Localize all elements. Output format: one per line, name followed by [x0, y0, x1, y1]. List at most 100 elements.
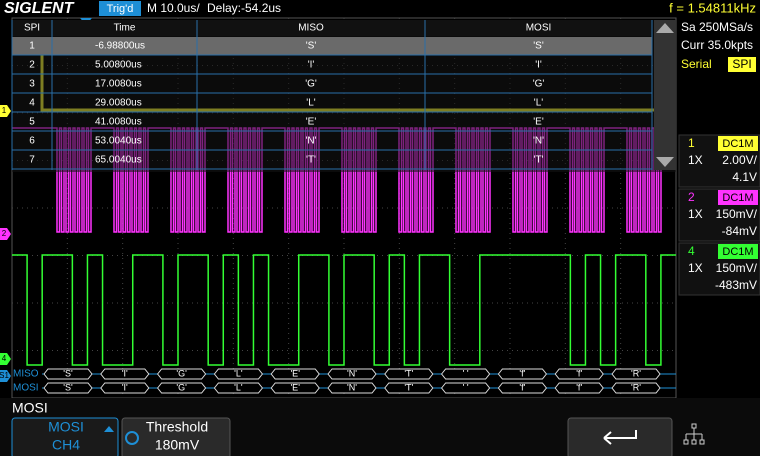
- bus-packet: [270, 368, 320, 380]
- coupling: DC1M: [722, 246, 753, 258]
- source-button[interactable]: [11, 417, 119, 456]
- bus-value: 'E': [290, 382, 300, 392]
- offset: 4.1V: [732, 170, 757, 184]
- cell: 2: [29, 60, 35, 71]
- bus-packet: [497, 368, 548, 380]
- timebase: M 10.0us/: [147, 1, 200, 15]
- bus-packet: [100, 382, 150, 394]
- coupling-box: [718, 190, 758, 205]
- decode-bus: MISO 'S' 'I' 'G' 'L' 'E' 'N' 'T' ' ' 'f' 'f' 'R' MOS…: [13, 368, 676, 394]
- cell: 5.00800us: [95, 60, 142, 71]
- cell: 1: [29, 41, 35, 52]
- bus-value: 'E': [290, 368, 300, 378]
- memory-depth: Curr 35.0kpts: [681, 38, 753, 52]
- column-header: MISO: [298, 23, 324, 34]
- cell: 'L': [534, 98, 543, 109]
- coupling: DC1M: [722, 192, 753, 204]
- bus-packet: [554, 368, 604, 380]
- source-button-line[interactable]: CH4: [52, 437, 80, 453]
- cell: 4: [29, 98, 35, 109]
- cell: 'S': [533, 41, 544, 52]
- trigger-box: [99, 1, 141, 16]
- cell: 'N': [533, 136, 544, 147]
- coupling-box: [718, 244, 758, 259]
- threshold-line[interactable]: Threshold: [146, 419, 208, 435]
- channel-number: 4: [688, 244, 695, 258]
- bus-value: 'f': [519, 368, 525, 378]
- bus-packet: [384, 368, 434, 380]
- bus-value: 'I': [122, 368, 128, 378]
- probe: 1X: [688, 153, 703, 167]
- bus-packet: [213, 368, 264, 380]
- bus-packet: [611, 368, 661, 380]
- decode-table: SPI Time MISO MOSI 1 -6.98800us 'S' 'S' 2 5.00800…: [11, 20, 676, 172]
- cell: 'I': [535, 60, 542, 71]
- marker-label: S1: [0, 371, 9, 380]
- marker-label: 1: [2, 106, 7, 115]
- bus-packet: [100, 368, 150, 380]
- marker-tag: [0, 105, 11, 117]
- scroll-down: [656, 157, 674, 167]
- cell: 7: [29, 155, 35, 166]
- bus-packet: [327, 382, 377, 394]
- offset: -483mV: [715, 278, 757, 292]
- threshold-line[interactable]: 180mV: [155, 437, 200, 453]
- bus-packet: [156, 368, 207, 380]
- scale: 150mV/: [716, 261, 758, 275]
- marker-label: 2: [2, 229, 7, 238]
- cell: 'G': [305, 79, 317, 90]
- up-arrow: [104, 426, 114, 432]
- bus-value: ' ': [463, 368, 469, 378]
- marker-tag: [0, 228, 11, 240]
- bus-packet: [440, 368, 491, 380]
- mode-label: MOSI: [12, 400, 48, 416]
- bus-value: 'S': [63, 368, 73, 378]
- bus-packet: [43, 368, 93, 380]
- coupling: DC1M: [722, 138, 753, 150]
- bus-label: MOSI: [13, 383, 39, 394]
- cell: 53.0040us: [95, 136, 142, 147]
- bus-value: 'L': [234, 382, 243, 392]
- bus-value: 'f': [576, 382, 582, 392]
- side-panel: Sa 250MSa/s Curr 35.0kpts Serial SPI 1 DC…: [678, 20, 760, 296]
- bus-value: 'N': [347, 368, 357, 378]
- bus-value: 'I': [122, 382, 128, 392]
- sample-rate: Sa 250MSa/s: [681, 20, 753, 34]
- probe: 1X: [688, 207, 703, 221]
- bus-packet: [156, 382, 207, 394]
- offset: -84mV: [722, 224, 757, 238]
- scrollbar: [654, 20, 676, 170]
- trigger-status: Trig'd: [107, 3, 134, 15]
- bus-packet: [440, 382, 491, 394]
- source-button-line[interactable]: MOSI: [48, 419, 84, 435]
- cell: 'T': [306, 155, 316, 166]
- channel-number: 2: [688, 190, 695, 204]
- bus-packet: [611, 382, 661, 394]
- bus-packet: [43, 382, 93, 394]
- threshold-button[interactable]: [121, 417, 231, 456]
- bus-value: 'G': [176, 382, 187, 392]
- bus-value: 'T': [404, 368, 413, 378]
- bus-value: ' ': [463, 382, 469, 392]
- cell: 17.0080us: [95, 79, 142, 90]
- cell: 41.0080us: [95, 117, 142, 128]
- header-row: [12, 20, 652, 36]
- cell: 5: [29, 117, 35, 128]
- probe: 1X: [688, 261, 703, 275]
- cell: 'E': [306, 117, 317, 128]
- logo: SIGLENT: [4, 0, 75, 17]
- frequency: f = 1.54811kHz: [669, 0, 756, 15]
- bus-value: 'f': [576, 368, 582, 378]
- return-icon: [603, 430, 637, 445]
- cell: 29.0080us: [95, 98, 142, 109]
- column-header: SPI: [24, 23, 40, 34]
- marker-label: 4: [2, 354, 7, 363]
- protocol: SPI: [732, 57, 751, 71]
- cell: 'G': [533, 79, 545, 90]
- cell: 6: [29, 136, 35, 147]
- bus-value: 'R': [631, 382, 641, 392]
- coupling-box: [718, 136, 758, 151]
- protocol-box: [728, 57, 756, 72]
- column-header: MOSI: [526, 23, 552, 34]
- network-icon: [683, 423, 705, 445]
